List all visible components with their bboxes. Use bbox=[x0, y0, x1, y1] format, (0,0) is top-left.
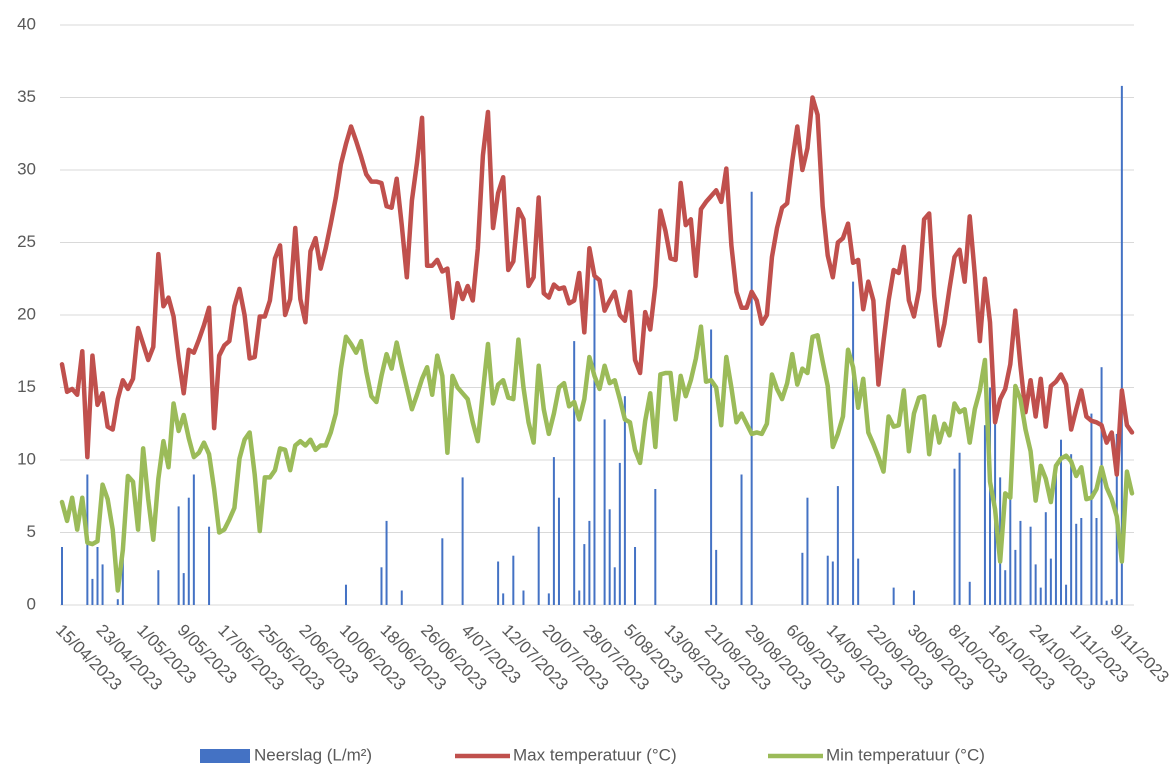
bar bbox=[593, 271, 596, 605]
bar bbox=[1080, 518, 1083, 605]
bar bbox=[385, 520, 388, 605]
bar bbox=[968, 581, 971, 605]
bar bbox=[826, 555, 829, 605]
legend-swatch bbox=[200, 749, 250, 763]
legend-label: Neerslag (L/m²) bbox=[254, 745, 372, 764]
bar bbox=[1004, 570, 1007, 605]
y-tick-label: 30 bbox=[17, 159, 36, 178]
bar bbox=[61, 547, 63, 605]
bar bbox=[441, 538, 444, 605]
bar bbox=[989, 387, 992, 605]
bar bbox=[801, 552, 804, 605]
bar bbox=[1044, 512, 1047, 605]
bar bbox=[497, 561, 500, 605]
bar bbox=[1019, 520, 1022, 605]
bar bbox=[1034, 564, 1037, 605]
y-tick-label: 25 bbox=[17, 232, 36, 251]
bar bbox=[983, 425, 986, 605]
bar bbox=[344, 584, 347, 605]
bar bbox=[537, 526, 540, 605]
bar bbox=[380, 567, 383, 605]
bar bbox=[547, 593, 550, 605]
bar bbox=[715, 549, 718, 605]
bar bbox=[958, 452, 961, 605]
y-tick-label: 35 bbox=[17, 87, 36, 106]
bar bbox=[740, 474, 743, 605]
y-tick-label: 10 bbox=[17, 449, 36, 468]
legend-item: Min temperatuur (°C) bbox=[768, 745, 985, 764]
bar bbox=[1095, 518, 1098, 605]
bar bbox=[1110, 599, 1113, 605]
y-tick-label: 40 bbox=[17, 14, 36, 33]
bar bbox=[1039, 587, 1042, 605]
legend-item: Max temperatuur (°C) bbox=[455, 745, 677, 764]
bar bbox=[1054, 471, 1057, 605]
bar bbox=[613, 567, 616, 605]
bar bbox=[857, 558, 860, 605]
legend-label: Max temperatuur (°C) bbox=[513, 745, 677, 764]
bar bbox=[634, 547, 637, 605]
bar bbox=[522, 590, 525, 605]
bar bbox=[101, 564, 104, 605]
bar bbox=[750, 191, 753, 605]
bar bbox=[608, 509, 611, 605]
bar bbox=[552, 457, 555, 605]
bar bbox=[1075, 523, 1078, 605]
bar bbox=[116, 599, 119, 605]
bar bbox=[502, 593, 505, 605]
line bbox=[59, 95, 1135, 477]
bar bbox=[557, 497, 560, 605]
bar bbox=[806, 497, 809, 605]
bar bbox=[1070, 454, 1073, 605]
bar bbox=[96, 547, 99, 605]
bar bbox=[578, 590, 581, 605]
bar bbox=[1049, 558, 1052, 605]
bar bbox=[1014, 549, 1017, 605]
bar bbox=[892, 587, 895, 605]
bar bbox=[836, 486, 839, 605]
bar bbox=[400, 590, 403, 605]
bar bbox=[588, 520, 591, 605]
y-tick-label: 20 bbox=[17, 304, 36, 323]
bar bbox=[208, 526, 211, 605]
bar bbox=[1029, 526, 1032, 605]
bar bbox=[623, 396, 626, 605]
bar bbox=[573, 341, 576, 605]
bar bbox=[603, 419, 606, 605]
y-tick-label: 15 bbox=[17, 377, 36, 396]
bar bbox=[654, 489, 657, 605]
bar bbox=[1090, 413, 1093, 605]
bar bbox=[1065, 584, 1068, 605]
y-tick-label: 0 bbox=[27, 594, 36, 613]
bar bbox=[831, 561, 834, 605]
bar bbox=[953, 468, 956, 605]
bar bbox=[1060, 439, 1063, 605]
bar bbox=[187, 497, 190, 605]
line bbox=[59, 324, 1135, 593]
bar bbox=[583, 544, 586, 605]
bar bbox=[710, 329, 713, 605]
bar bbox=[618, 462, 621, 605]
legend-label: Min temperatuur (°C) bbox=[826, 745, 985, 764]
bar bbox=[512, 555, 515, 605]
bar bbox=[912, 590, 915, 605]
y-tick-label: 5 bbox=[27, 522, 36, 541]
bar bbox=[1120, 85, 1123, 605]
bar bbox=[461, 477, 464, 605]
bar bbox=[121, 549, 124, 605]
legend-item: Neerslag (L/m²) bbox=[200, 745, 372, 764]
bar bbox=[157, 570, 160, 605]
bar bbox=[1105, 600, 1108, 605]
bar bbox=[91, 578, 94, 605]
bar bbox=[182, 573, 185, 605]
bar bbox=[192, 474, 195, 605]
bar bbox=[1009, 494, 1012, 605]
bar bbox=[852, 281, 855, 605]
bar bbox=[1100, 367, 1103, 605]
bar bbox=[177, 506, 180, 605]
